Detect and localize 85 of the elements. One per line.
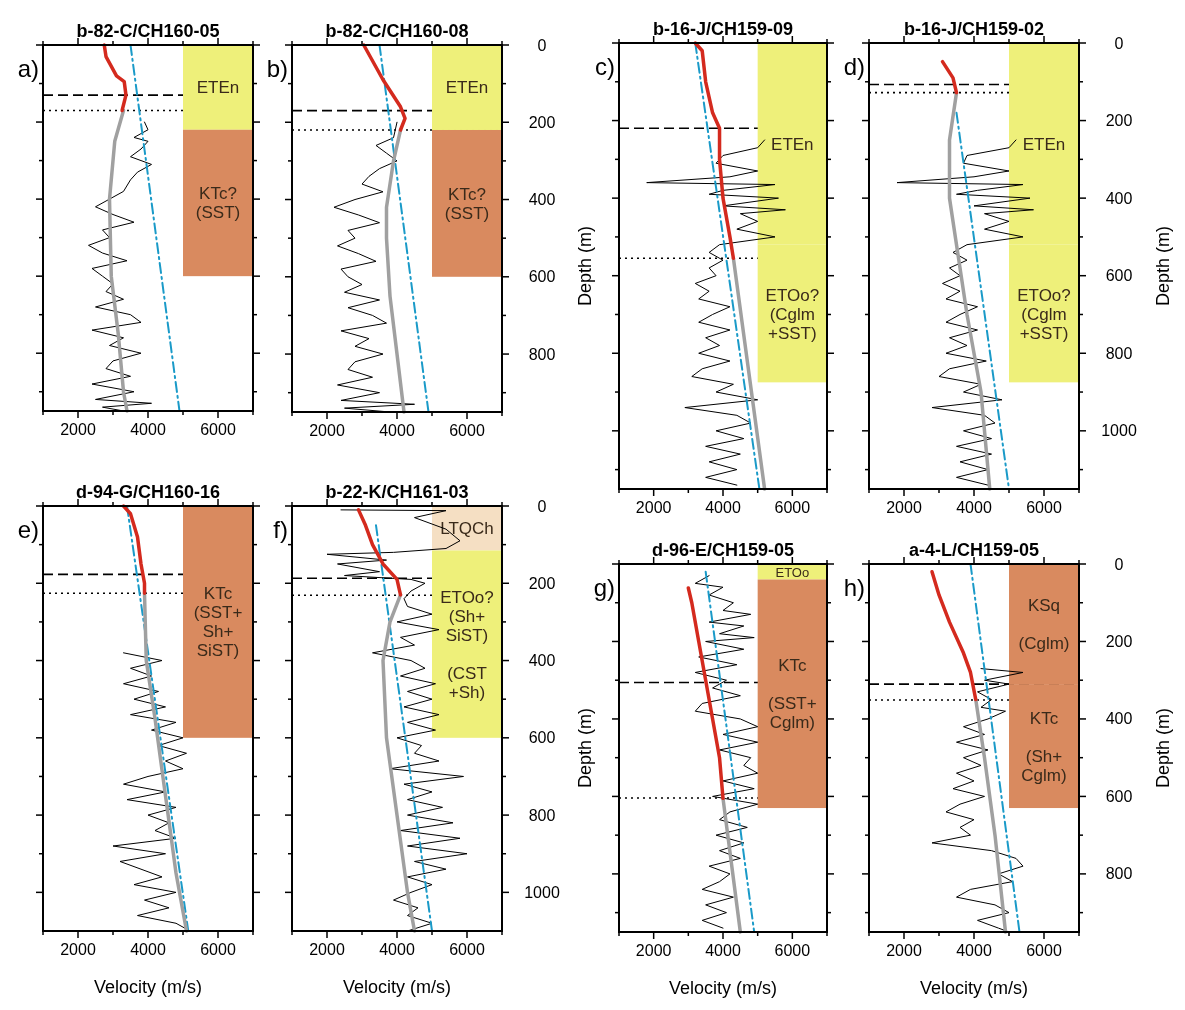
y-tick-label: 200 [1105, 632, 1133, 650]
y-tick-label: 0 [1114, 555, 1124, 573]
y-tick-label: 800 [528, 806, 556, 824]
y-tick-label: 800 [1105, 344, 1133, 362]
y-tick-label: 200 [528, 574, 556, 592]
chart-title: b-82-C/CH160-08 [325, 21, 469, 41]
band-label: ETOo? (Sh+ SiST) (CST +Sh) [440, 587, 494, 702]
y-tick-label: 600 [1105, 787, 1133, 805]
x-tick-label: 2000 [635, 942, 672, 959]
text: c) [595, 53, 615, 80]
y-tick-label: 400 [528, 191, 556, 209]
y-axis-title: Depth (m) [1153, 225, 1173, 307]
x-tick-label: 2000 [309, 422, 345, 439]
x-tick-label: 6000 [200, 941, 236, 958]
band-label: KTc (Sh+ Cglm) [1021, 708, 1067, 785]
y-axis-title: Depth (m) [575, 225, 595, 307]
x-tick-label: 4000 [956, 942, 992, 959]
x-tick-label: 6000 [200, 421, 236, 438]
chart-title: a-4-L/CH159-05 [908, 540, 1040, 560]
chart-title: b-16-J/CH159-09 [652, 19, 794, 39]
x-axis-title: Velocity (m/s) [919, 978, 1029, 998]
y-tick-label: 200 [1105, 112, 1133, 130]
x-tick-label: 6000 [1026, 942, 1062, 959]
x-tick-label: 4000 [379, 941, 415, 958]
y-tick-label: 800 [1105, 865, 1133, 883]
x-tick-label: 4000 [705, 942, 741, 959]
x-axis-title: Velocity (m/s) [668, 978, 778, 998]
band-label: LTQCh [440, 518, 494, 538]
x-tick-label: 6000 [774, 942, 811, 959]
text: f) [273, 516, 288, 543]
y-tick-label: 0 [537, 36, 547, 54]
band-label: KTc (SST+ Sh+ SiST) [193, 583, 243, 660]
y-tick-label: 400 [528, 652, 556, 670]
y-tick-label: 800 [528, 345, 556, 363]
chart-title: b-22-K/CH161-03 [325, 482, 469, 502]
chart-title: b-16-J/CH159-02 [903, 19, 1045, 39]
y-tick-label: 600 [528, 729, 556, 747]
x-tick-label: 2000 [886, 499, 922, 516]
band-label: ETEn [445, 77, 489, 97]
x-tick-label: 4000 [130, 421, 166, 438]
band-label: ETEn [1022, 134, 1066, 154]
text: d) [843, 53, 865, 80]
band-label: KTc? (SST) [195, 183, 241, 222]
x-tick-label: 6000 [774, 499, 811, 516]
text: b) [266, 55, 288, 82]
band-label: KSq (Cglm) [1018, 595, 1070, 653]
y-tick-label: 0 [1114, 34, 1124, 52]
y-tick-label: 400 [1105, 710, 1133, 728]
x-axis-title: Velocity (m/s) [93, 977, 203, 997]
y-axis-title: Depth (m) [575, 707, 595, 789]
x-tick-label: 4000 [956, 499, 992, 516]
x-tick-label: 4000 [379, 422, 415, 439]
x-tick-label: 2000 [886, 942, 922, 959]
x-tick-label: 2000 [60, 421, 96, 438]
x-axis-title: Velocity (m/s) [342, 977, 452, 997]
band-label: KTc (SST+ Cglm) [768, 655, 817, 732]
text: a) [17, 55, 39, 82]
x-tick-label: 4000 [130, 941, 166, 958]
x-tick-label: 6000 [449, 422, 485, 439]
text: e) [17, 516, 39, 543]
band-label: ETEn [196, 77, 240, 97]
x-tick-label: 2000 [309, 941, 345, 958]
chart-title: d-94-G/CH160-16 [75, 482, 221, 502]
chart-title: d-96-E/CH159-05 [651, 540, 795, 560]
chart-title: b-82-C/CH160-05 [76, 21, 220, 41]
y-tick-label: 600 [1105, 267, 1133, 285]
x-tick-label: 2000 [635, 499, 672, 516]
y-axis-title: Depth (m) [1153, 707, 1173, 789]
band-label: ETOo? (Cglm +SST) [765, 285, 820, 343]
x-tick-label: 2000 [60, 941, 96, 958]
y-tick-label: 400 [1105, 189, 1133, 207]
y-tick-label: 1000 [1101, 422, 1137, 440]
y-tick-label: 0 [537, 497, 547, 515]
y-tick-label: 600 [528, 268, 556, 286]
band-label: ETOo [775, 564, 810, 580]
text: g) [593, 574, 615, 601]
x-tick-label: 6000 [449, 941, 485, 958]
band-label: ETOo? (Cglm +SST) [1017, 285, 1071, 343]
y-tick-label: 200 [528, 113, 556, 131]
band-label: KTc? (SST) [444, 184, 490, 223]
y-tick-label: 1000 [524, 883, 560, 901]
x-tick-label: 4000 [705, 499, 741, 516]
text: h) [843, 574, 865, 601]
band-label: ETEn [771, 134, 814, 154]
x-tick-label: 6000 [1026, 499, 1062, 516]
